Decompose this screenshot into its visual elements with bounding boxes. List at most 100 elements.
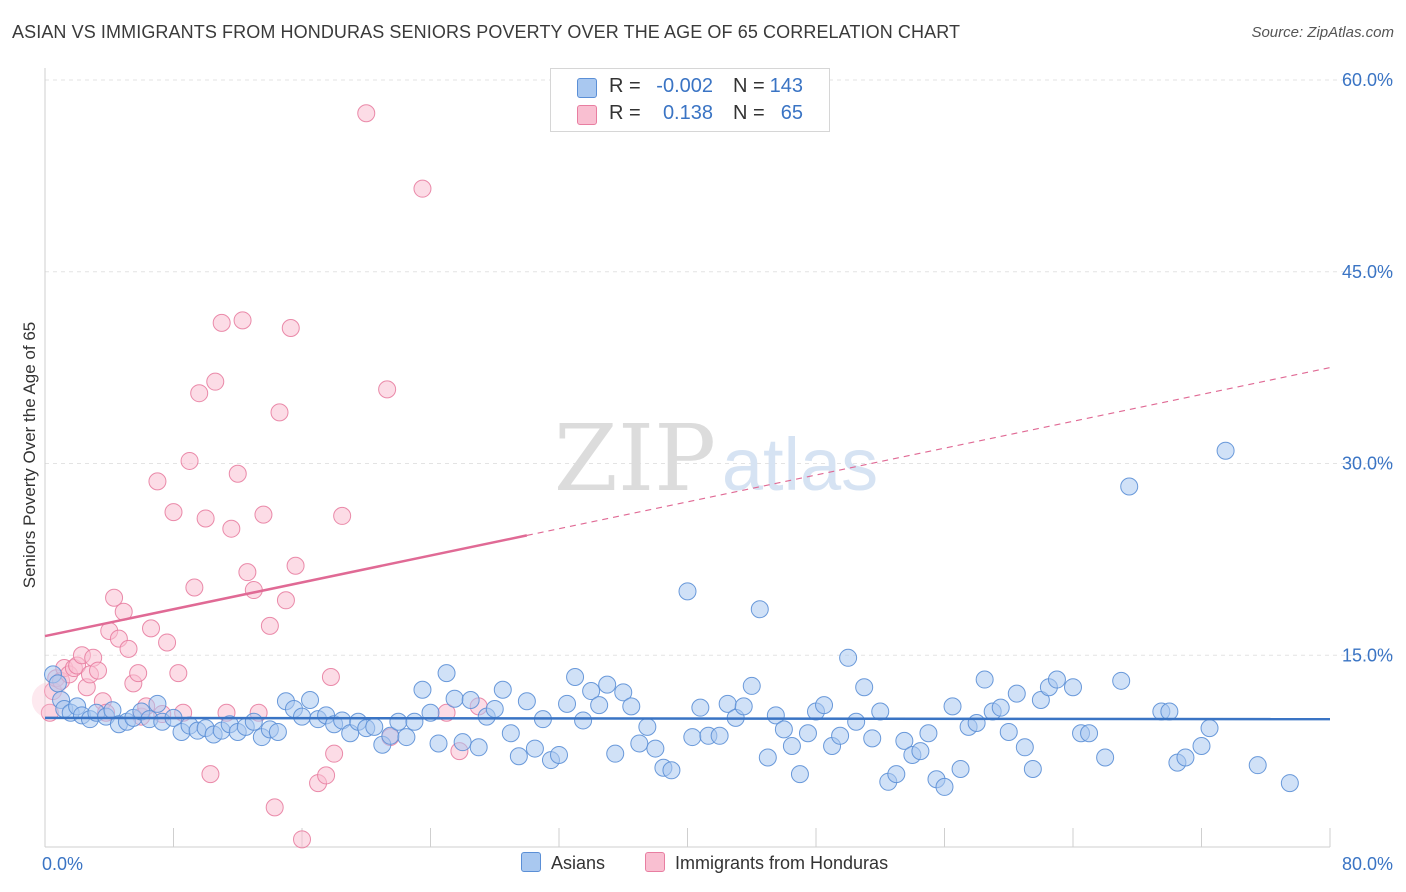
point-asians bbox=[646, 739, 665, 758]
point-asians bbox=[389, 712, 408, 731]
point-honduras bbox=[129, 664, 148, 683]
point-honduras bbox=[325, 744, 344, 763]
point-honduras bbox=[281, 318, 300, 337]
legend-swatch-honduras bbox=[577, 105, 597, 125]
x-tick-label: 80.0% bbox=[1342, 854, 1393, 874]
point-asians bbox=[999, 722, 1018, 741]
point-asians bbox=[429, 734, 448, 753]
watermark-zip: ZIP bbox=[554, 405, 716, 512]
legend-n-label: N = bbox=[733, 75, 765, 97]
point-asians bbox=[413, 680, 432, 699]
point-asians bbox=[445, 689, 464, 708]
point-asians bbox=[509, 747, 528, 766]
point-honduras bbox=[196, 509, 215, 528]
y-tick-label: 30.0% bbox=[1342, 454, 1393, 474]
point-honduras bbox=[321, 667, 340, 686]
point-asians bbox=[758, 748, 777, 767]
point-honduras bbox=[222, 519, 241, 538]
point-asians bbox=[293, 707, 311, 726]
tick-labels: 15.0% 30.0% 45.0% 60.0% 0.0% 80.0% bbox=[42, 70, 1393, 874]
trend-line-asians bbox=[44, 716, 1331, 721]
point-asians bbox=[638, 717, 657, 736]
point-asians bbox=[582, 682, 601, 701]
watermark: ZIP atlas bbox=[554, 405, 878, 512]
point-honduras bbox=[260, 616, 279, 635]
legend-item-honduras[interactable]: Immigrants from Honduras bbox=[645, 852, 888, 874]
grid-lines bbox=[45, 79, 1393, 656]
point-asians bbox=[919, 724, 938, 743]
point-asians bbox=[911, 742, 930, 761]
point-asians bbox=[895, 731, 914, 750]
point-honduras bbox=[89, 661, 108, 680]
point-honduras bbox=[413, 179, 432, 198]
point-honduras bbox=[317, 766, 336, 785]
legend-label-honduras: Immigrants from Honduras bbox=[675, 853, 889, 873]
point-asians bbox=[871, 702, 890, 721]
point-asians bbox=[975, 670, 994, 689]
point-asians bbox=[1280, 774, 1299, 793]
point-asians bbox=[798, 724, 817, 743]
y-axis-label: Seniors Poverty Over the Age of 65 bbox=[20, 321, 39, 589]
point-asians bbox=[863, 729, 882, 748]
point-honduras bbox=[158, 633, 177, 652]
point-honduras bbox=[206, 372, 225, 391]
point-asians bbox=[1047, 670, 1066, 689]
point-asians bbox=[815, 696, 834, 715]
point-honduras bbox=[276, 591, 295, 610]
point-asians bbox=[734, 697, 753, 716]
legend-swatch-asians bbox=[521, 852, 541, 872]
point-asians bbox=[493, 680, 512, 699]
point-honduras bbox=[378, 380, 397, 399]
point-asians bbox=[678, 582, 697, 601]
point-honduras bbox=[142, 619, 161, 638]
point-honduras bbox=[238, 563, 257, 582]
point-asians bbox=[301, 690, 320, 709]
point-asians bbox=[1015, 738, 1034, 757]
x-tick-label: 0.0% bbox=[42, 854, 83, 874]
chart-title: ASIAN VS IMMIGRANTS FROM HONDURAS SENIOR… bbox=[12, 22, 961, 42]
legend-n-value: 143 bbox=[769, 75, 803, 97]
point-asians bbox=[1200, 719, 1219, 738]
correlation-legend: R = -0.002 N = 143 R = 0.138 N = 65 bbox=[550, 68, 830, 132]
axes bbox=[44, 68, 1331, 848]
point-asians bbox=[550, 745, 568, 764]
point-asians bbox=[397, 728, 416, 747]
point-asians bbox=[855, 678, 874, 697]
point-asians bbox=[630, 734, 649, 753]
point-asians bbox=[365, 717, 384, 736]
legend-n-label: N = bbox=[733, 102, 765, 124]
point-asians bbox=[662, 761, 681, 780]
point-asians bbox=[437, 664, 456, 683]
point-honduras bbox=[201, 765, 220, 784]
point-asians bbox=[614, 683, 633, 702]
point-asians bbox=[590, 696, 609, 715]
point-honduras bbox=[180, 451, 199, 470]
point-asians bbox=[517, 692, 536, 711]
point-asians bbox=[935, 777, 954, 796]
point-asians bbox=[691, 698, 710, 717]
legend-row-honduras: R = 0.138 N = 65 bbox=[551, 101, 829, 127]
point-asians bbox=[1096, 748, 1115, 767]
point-honduras bbox=[254, 505, 273, 524]
point-asians bbox=[566, 667, 585, 686]
point-asians bbox=[485, 699, 504, 718]
point-honduras bbox=[265, 798, 284, 817]
point-honduras bbox=[270, 403, 289, 422]
point-honduras bbox=[185, 578, 204, 597]
point-asians bbox=[782, 737, 801, 756]
point-asians bbox=[1248, 756, 1267, 775]
point-asians bbox=[1160, 702, 1179, 721]
legend-item-asians[interactable]: Asians bbox=[521, 852, 605, 874]
legend-swatch-asians bbox=[577, 78, 597, 98]
point-asians bbox=[774, 720, 793, 739]
point-asians bbox=[558, 694, 577, 713]
point-asians bbox=[1192, 737, 1211, 756]
point-asians bbox=[887, 765, 906, 784]
point-honduras bbox=[286, 556, 305, 575]
point-asians bbox=[48, 674, 67, 693]
point-asians bbox=[1112, 671, 1131, 690]
point-asians bbox=[606, 744, 625, 763]
legend-swatch-honduras bbox=[645, 852, 665, 872]
point-asians bbox=[683, 728, 702, 747]
legend-n-value: 65 bbox=[780, 102, 803, 124]
